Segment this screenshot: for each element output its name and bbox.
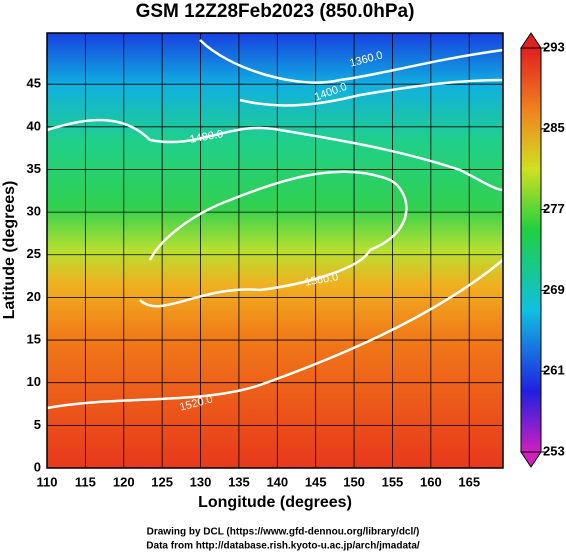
x-tick-label: 145 bbox=[305, 474, 327, 489]
y-tick-label: 10 bbox=[27, 374, 41, 389]
y-tick-label: 30 bbox=[27, 204, 41, 219]
y-tick-label: 25 bbox=[27, 246, 41, 261]
x-tick-label: 155 bbox=[382, 474, 404, 489]
colorbar-tick-label: 285 bbox=[543, 120, 565, 135]
title: GSM 12Z28Feb2023 (850.0hPa) bbox=[136, 1, 415, 22]
x-tick-label: 125 bbox=[151, 474, 173, 489]
plot-frame bbox=[46, 32, 504, 469]
y-tick-label: 20 bbox=[27, 289, 41, 304]
x-tick-label: 110 bbox=[37, 474, 58, 489]
colorbar-arrow bbox=[520, 32, 542, 49]
y-tick-label: 35 bbox=[27, 161, 41, 176]
y-tick-label: 5 bbox=[34, 417, 41, 432]
y-tick-label: 40 bbox=[27, 118, 41, 133]
footer: Drawing by DCL (https://www.gfd-dennou.o… bbox=[147, 527, 420, 538]
colorbar-arrow bbox=[520, 451, 542, 468]
colorbar-tick-label: 253 bbox=[543, 443, 565, 458]
colorbar-tick-label: 293 bbox=[543, 39, 565, 54]
x-tick-label: 130 bbox=[190, 474, 212, 489]
x-tick-label: 115 bbox=[75, 474, 96, 489]
contours bbox=[46, 39, 504, 410]
x-tick-label: 140 bbox=[266, 474, 288, 489]
y-axis-label: Latitude (degrees) bbox=[1, 181, 18, 320]
contour-label: 1480.0 bbox=[189, 128, 224, 146]
x-tick-label: 165 bbox=[458, 474, 480, 489]
footer: Data from http://database.rish.kyoto-u.a… bbox=[146, 541, 420, 552]
colorbar bbox=[520, 47, 542, 453]
x-axis-label: Longitude (degrees) bbox=[198, 494, 352, 511]
y-tick-label: 45 bbox=[27, 76, 41, 91]
y-tick-label: 15 bbox=[27, 331, 41, 346]
contour-label: 1560.0 bbox=[304, 271, 339, 289]
x-tick-label: 150 bbox=[343, 474, 365, 489]
y-tick-label: 0 bbox=[34, 459, 41, 474]
x-tick-label: 135 bbox=[228, 474, 250, 489]
x-tick-label: 160 bbox=[420, 474, 442, 489]
colorbar-tick-label: 261 bbox=[543, 363, 565, 378]
colorbar-tick-label: 269 bbox=[543, 282, 565, 297]
field bbox=[47, 33, 503, 468]
x-tick-label: 120 bbox=[113, 474, 135, 489]
colorbar-tick-label: 277 bbox=[543, 201, 565, 216]
